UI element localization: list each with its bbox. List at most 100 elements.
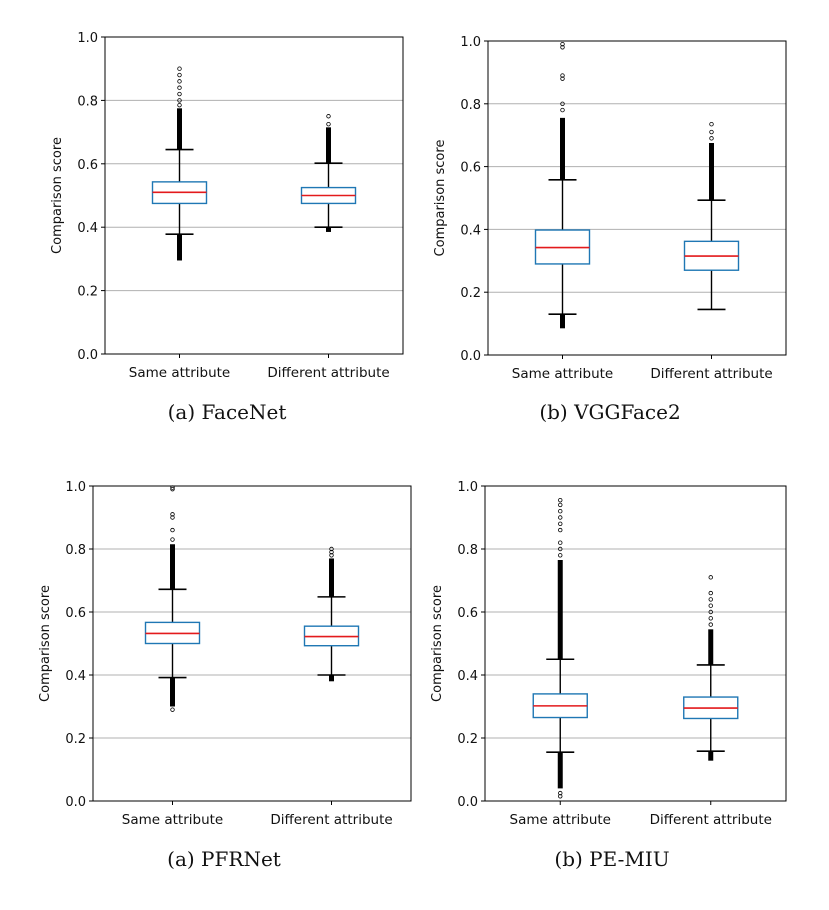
outlier-point [170, 527, 175, 533]
outlier-point [177, 102, 182, 108]
outlier-point [709, 122, 714, 127]
outlier-point [558, 497, 563, 503]
outlier-point [709, 136, 714, 141]
outlier-point [329, 549, 334, 555]
plot-frame [92, 485, 412, 802]
box-different-attribute: Different attribute [650, 575, 772, 828]
outlier-point [177, 98, 182, 103]
outlier-point [170, 515, 175, 520]
outlier-point [709, 129, 714, 135]
outlier-point [326, 121, 331, 127]
y-axis-label: Comparison score [433, 140, 448, 257]
y-tick-label: 1.0 [457, 480, 478, 495]
outlier-point [558, 546, 563, 552]
y-tick-label: 0.0 [457, 795, 478, 810]
outlier-point [177, 72, 182, 78]
y-tick-label: 0.6 [77, 158, 98, 173]
panel-caption: (a) FaceNet [168, 400, 287, 424]
plot-frame [487, 40, 787, 356]
box-same-attribute: Same attribute [510, 497, 611, 828]
outlier-point [177, 91, 182, 97]
x-tick-label: Different attribute [650, 812, 772, 828]
outlier-point [560, 45, 565, 50]
outlier-point [558, 790, 563, 796]
box-different-attribute: Different attribute [650, 122, 773, 382]
outlier-point [708, 622, 713, 627]
outlier-point [708, 609, 713, 615]
x-tick-label: Different attribute [270, 812, 392, 828]
outlier-point [326, 114, 331, 119]
y-tick-label: 0.0 [77, 348, 98, 363]
outlier-point [560, 41, 565, 47]
box-same-attribute: Same attribute [122, 485, 223, 828]
y-tick-label: 0.8 [77, 94, 98, 109]
box-different-attribute: Different attribute [270, 546, 393, 828]
y-tick-label: 1.0 [460, 35, 481, 50]
x-tick-label: Same attribute [122, 812, 223, 828]
y-tick-label: 0.6 [65, 606, 86, 621]
y-tick-label: 0.8 [457, 543, 478, 558]
outlier-point [329, 546, 334, 552]
box-same-attribute: Same attribute [129, 66, 230, 381]
outlier-point [170, 485, 175, 490]
y-axis-label: Comparison score [50, 137, 65, 254]
outlier-point [177, 79, 182, 84]
x-tick-label: Same attribute [512, 366, 613, 382]
x-tick-label: Different attribute [650, 366, 772, 382]
y-axis-label: Comparison score [430, 585, 445, 702]
y-tick-label: 1.0 [65, 480, 86, 495]
outlier-point [177, 85, 182, 90]
outlier-point [170, 707, 175, 712]
chart-panel-4: 0.0 0.2 0.4 0.6 0.8 1.0 Comparison score Same a… [430, 480, 787, 871]
outlier-point [708, 616, 713, 621]
chart-panel-3: 0.0 0.2 0.4 0.6 0.8 1.0 Comparison score Same a… [38, 480, 412, 871]
x-tick-label: Same attribute [510, 812, 611, 828]
chart-panel-1: 0.0 0.2 0.4 0.6 0.8 1.0 Comparison score Same a… [50, 31, 404, 424]
y-tick-label: 1.0 [77, 31, 98, 46]
box-same-attribute: Same attribute [512, 41, 613, 382]
y-tick-label: 0.0 [65, 795, 86, 810]
y-axis-label: Comparison score [38, 585, 53, 702]
outlier-point [560, 76, 565, 81]
outlier-point [170, 486, 175, 492]
outlier-point [558, 553, 563, 558]
outlier-point [708, 575, 713, 580]
x-tick-label: Same attribute [129, 365, 230, 381]
outlier-point [708, 603, 713, 608]
y-tick-label: 0.2 [65, 732, 86, 747]
x-tick-label: Different attribute [267, 365, 389, 381]
outlier-point [560, 101, 565, 106]
outlier-point [177, 66, 182, 71]
y-tick-label: 0.8 [65, 543, 86, 558]
outlier-point [558, 515, 563, 520]
outlier-point [558, 502, 563, 508]
y-tick-label: 0.8 [460, 98, 481, 113]
y-tick-label: 0.2 [77, 285, 98, 300]
y-tick-label: 0.2 [457, 732, 478, 747]
y-tick-label: 0.0 [460, 349, 481, 364]
panel-caption: (a) PFRNet [167, 847, 281, 871]
outlier-point [558, 521, 563, 526]
outlier-point [558, 527, 563, 533]
y-tick-label: 0.6 [460, 161, 481, 176]
outlier-point [558, 509, 563, 514]
y-tick-label: 0.4 [65, 669, 86, 684]
outlier-point [558, 540, 563, 545]
y-tick-label: 0.2 [460, 286, 481, 301]
box-different-attribute: Different attribute [267, 114, 390, 381]
outlier-point [560, 73, 565, 78]
y-tick-label: 0.6 [457, 606, 478, 621]
panel-caption: (b) VGGFace2 [539, 400, 680, 424]
plot-frame [104, 36, 404, 355]
outlier-point [560, 107, 565, 113]
y-tick-label: 0.4 [77, 221, 98, 236]
outlier-point [558, 794, 563, 799]
outlier-point [708, 597, 713, 602]
outlier-point [329, 553, 334, 558]
outlier-point [170, 512, 175, 517]
plot-frame [484, 485, 787, 802]
y-tick-label: 0.4 [457, 669, 478, 684]
chart-panel-2: 0.0 0.2 0.4 0.6 0.8 1.0 Comparison score Same a… [433, 35, 787, 424]
outlier-point [170, 537, 175, 542]
